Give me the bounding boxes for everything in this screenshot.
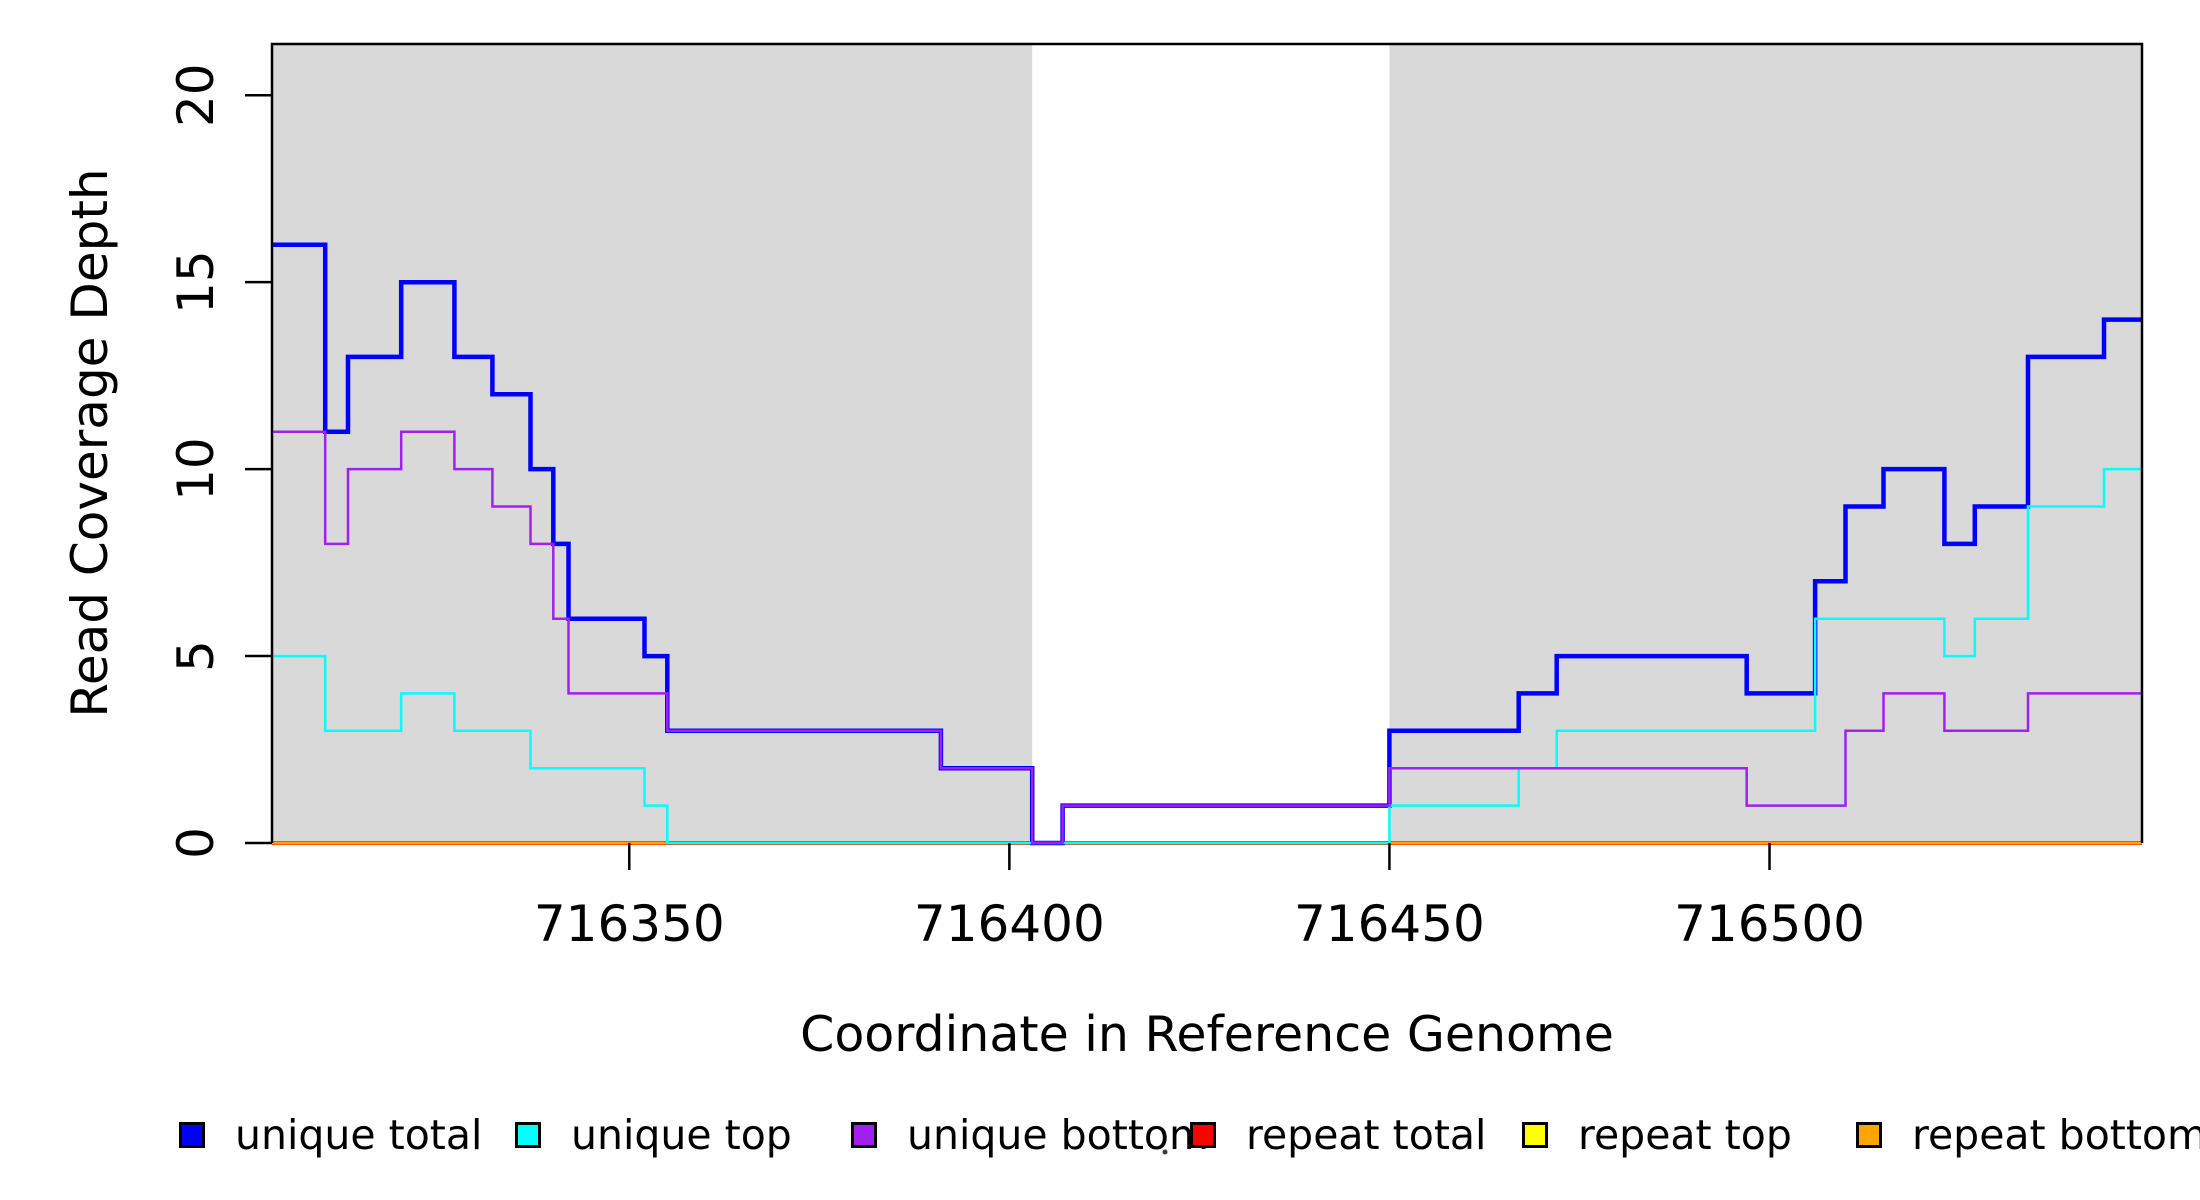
x-axis-title: Coordinate in Reference Genome — [800, 1006, 1614, 1063]
x-tick-label-2: 716450 — [1294, 895, 1485, 953]
y-tick-label-2: 10 — [167, 437, 225, 501]
shaded-region-0 — [272, 44, 1033, 843]
x-tick-label-0: 716350 — [534, 895, 725, 953]
x-tick-label-3: 716500 — [1674, 895, 1865, 953]
y-tick-label-3: 15 — [167, 250, 225, 314]
series-line-unique-bottom — [272, 430, 2142, 845]
plot-box-border — [270, 42, 2144, 843]
y-tick-label-1: 5 — [167, 640, 225, 672]
series-line-unique-top — [272, 467, 2142, 845]
stray-dot-artifact — [1162, 1149, 1168, 1155]
y-tick-label-0: 0 — [167, 827, 225, 859]
y-axis-title: Read Coverage Depth — [61, 168, 119, 718]
y-tick-label-4: 20 — [167, 63, 225, 127]
x-tick-label-1: 716400 — [914, 895, 1105, 953]
shaded-region-1 — [1389, 44, 2142, 843]
